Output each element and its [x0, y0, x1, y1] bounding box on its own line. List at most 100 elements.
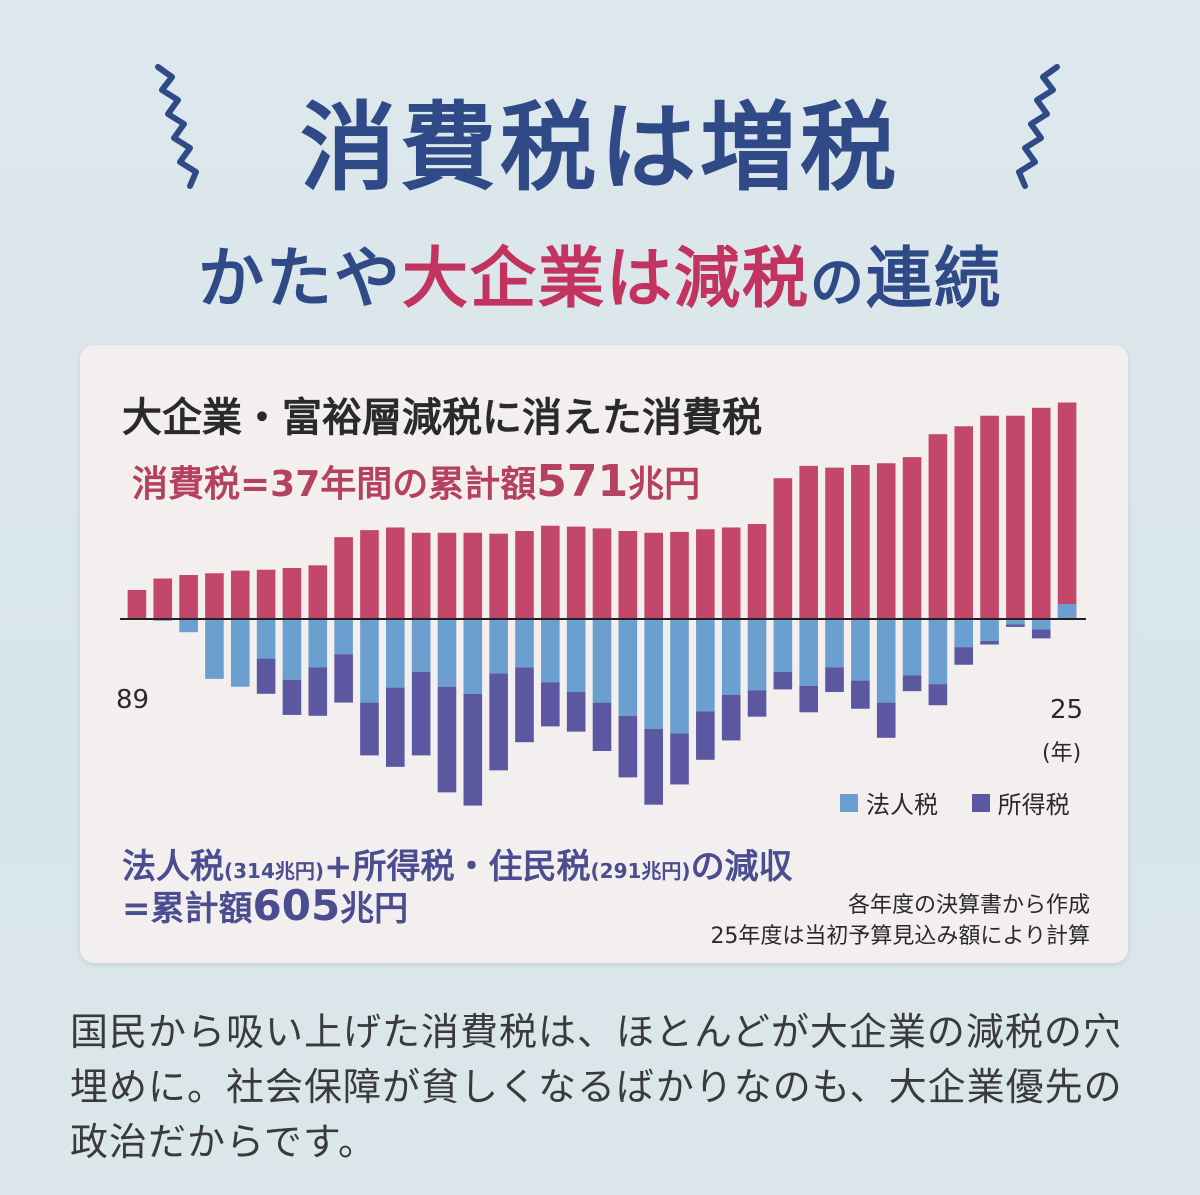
legend-swatch-corporate-tax [840, 793, 858, 812]
bar-income-tax-2015 [799, 685, 819, 713]
bar-income-tax-1999 [385, 687, 405, 767]
chart-legend: 法人税 所得税 [840, 785, 1096, 820]
subhead-part-3: の [810, 251, 866, 314]
bar-corporate-tax-2025 [1057, 604, 1077, 619]
bar-income-tax-2004 [515, 667, 534, 743]
bar-corporate-tax-2008 [618, 619, 638, 716]
bar-income-tax-2005 [541, 682, 560, 727]
bar-income-tax-2008 [618, 715, 638, 778]
bar-consumption-tax-2011 [696, 529, 715, 619]
x-axis-unit: (年) [1042, 741, 1082, 766]
bar-income-tax-2002 [463, 693, 483, 806]
bar-income-tax-2006 [566, 692, 586, 732]
loss-total-prefix: =累計額 [122, 889, 253, 929]
bar-consumption-tax-2001 [437, 532, 457, 619]
bar-corporate-tax-1993 [230, 619, 250, 687]
bar-consumption-tax-1993 [230, 570, 250, 619]
legend-item-corporate-tax: 法人税 [840, 785, 938, 820]
source-notes: 各年度の決算書から作成 25年度は当初予算見込み額により計算 [710, 891, 1090, 953]
x-tick-end: 25 [1050, 695, 1084, 725]
bar-consumption-tax-1994 [256, 569, 276, 619]
bar-corporate-tax-2022 [980, 619, 999, 641]
bar-income-tax-2016 [825, 667, 844, 693]
bar-consumption-tax-2025 [1057, 402, 1077, 619]
bar-consumption-tax-1989 [127, 589, 147, 619]
bar-income-tax-2017 [851, 680, 870, 709]
bar-consumption-tax-2007 [592, 528, 612, 619]
bar-income-tax-2010 [670, 733, 689, 785]
bar-corporate-tax-2005 [541, 619, 560, 683]
legend-label-income-tax: 所得税 [997, 791, 1070, 819]
consumption-total-unit: 兆円 [628, 464, 701, 505]
bar-consumption-tax-2005 [541, 525, 560, 619]
bar-corporate-tax-2002 [463, 619, 483, 694]
bar-consumption-tax-2024 [1031, 407, 1051, 619]
bar-consumption-tax-1991 [179, 575, 198, 619]
bar-consumption-tax-1999 [385, 527, 405, 619]
bar-corporate-tax-1994 [256, 619, 276, 659]
bar-corporate-tax-2013 [747, 619, 767, 691]
bar-corporate-tax-2016 [825, 619, 844, 668]
bar-consumption-tax-1992 [205, 573, 224, 619]
bar-income-tax-2023 [1006, 624, 1025, 627]
bar-corporate-tax-1999 [385, 619, 405, 688]
chart-title: 大企業・富裕層減税に消えた消費税 [122, 395, 762, 441]
bar-consumption-tax-2006 [566, 526, 586, 619]
bar-income-tax-1998 [360, 702, 379, 756]
legend-swatch-income-tax [971, 793, 990, 812]
bar-consumption-tax-2021 [954, 426, 974, 619]
loss-total-amount: 605 [252, 881, 341, 930]
bar-income-tax-1994 [256, 658, 276, 694]
bar-corporate-tax-2012 [721, 619, 741, 695]
legend-label-corporate-tax: 法人税 [866, 791, 938, 819]
bar-corporate-tax-2001 [437, 619, 457, 687]
bar-corporate-tax-2003 [489, 619, 508, 674]
bar-consumption-tax-2023 [1006, 415, 1025, 619]
bar-corporate-tax-2007 [592, 619, 612, 703]
bar-corporate-tax-1997 [334, 619, 353, 655]
bar-consumption-tax-2016 [825, 467, 844, 619]
headline: 消費税は増税 [300, 92, 900, 204]
bar-corporate-tax-2024 [1031, 619, 1051, 630]
bar-income-tax-2007 [592, 702, 612, 751]
bar-consumption-tax-2019 [902, 457, 922, 619]
bar-corporate-tax-1996 [308, 619, 328, 668]
bar-consumption-tax-2018 [876, 463, 896, 619]
bar-consumption-tax-1990 [153, 578, 173, 619]
bar-income-tax-2012 [721, 694, 741, 741]
bar-consumption-tax-1998 [360, 530, 379, 619]
bar-corporate-tax-2020 [928, 619, 948, 685]
consumption-total-amount: 571 [536, 456, 629, 507]
bar-consumption-tax-1996 [308, 565, 328, 619]
bar-income-tax-2001 [437, 686, 457, 793]
bar-corporate-tax-1998 [360, 619, 379, 703]
bar-corporate-tax-2000 [411, 619, 431, 672]
bar-consumption-tax-2017 [851, 465, 870, 619]
source-note-1: 各年度の決算書から作成 [847, 893, 1090, 918]
loss-line-1: 法人税(314兆円)+所得税・住民税(291兆円)の減収 [122, 839, 793, 888]
bar-consumption-tax-1997 [334, 537, 353, 619]
bar-consumption-tax-2020 [928, 434, 948, 619]
bar-corporate-tax-2015 [799, 619, 819, 686]
bar-income-tax-2024 [1031, 629, 1051, 639]
bar-consumption-tax-2003 [489, 533, 508, 619]
bar-corporate-tax-2009 [644, 619, 663, 729]
bar-corporate-tax-2014 [773, 619, 793, 672]
bar-income-tax-2009 [644, 729, 663, 805]
subhead-part-1: かたや [198, 240, 402, 317]
bar-corporate-tax-2023 [1006, 619, 1025, 625]
bar-income-tax-1997 [334, 654, 353, 703]
bar-consumption-tax-2022 [980, 415, 999, 619]
bar-income-tax-1996 [308, 667, 328, 716]
bar-consumption-tax-2004 [515, 531, 534, 619]
loss-amount-income: (291兆円) [590, 859, 691, 883]
bar-income-tax-2014 [773, 671, 793, 690]
chart-card: 大企業・富裕層減税に消えた消費税 消費税=37年間の累計額571兆円 89 25… [80, 345, 1128, 963]
zigzag-decoration-left [155, 64, 199, 189]
subhead: かたや大企業は減税の連続 [0, 225, 1200, 321]
bar-consumption-tax-2015 [799, 465, 819, 619]
bar-corporate-tax-2019 [902, 619, 922, 676]
bar-corporate-tax-2011 [696, 619, 715, 712]
bar-consumption-tax-2009 [644, 532, 663, 619]
